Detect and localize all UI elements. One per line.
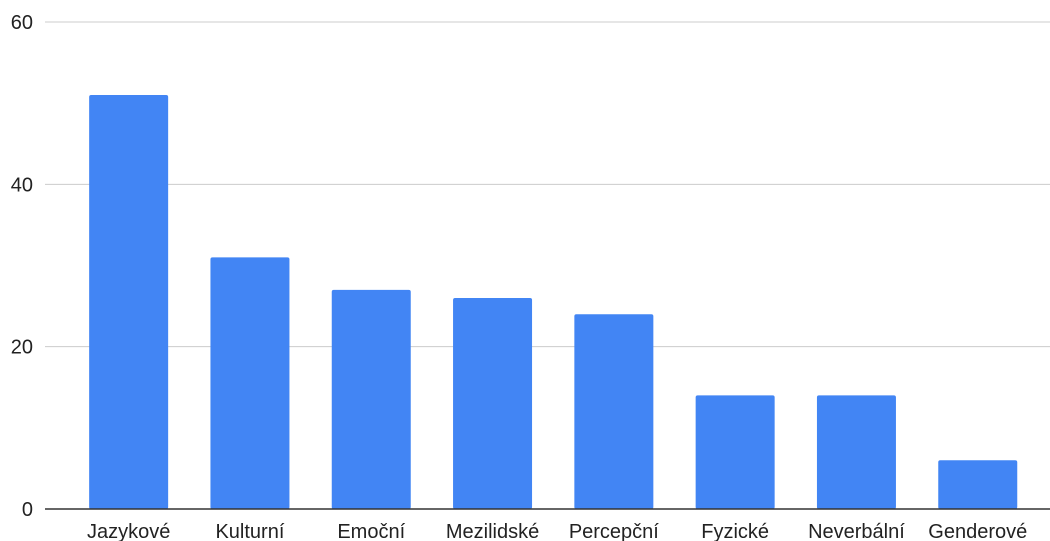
bar xyxy=(453,297,533,509)
gridlines xyxy=(45,21,1050,348)
bar xyxy=(89,95,169,510)
y-tick-label: 40 xyxy=(11,174,33,196)
bar xyxy=(574,314,654,509)
x-axis-ticks: Jazykové Kulturní Emoční Mezilidské Percepčn… xyxy=(87,521,1027,541)
x-tick-label: Mezilidské xyxy=(446,521,539,541)
x-tick-label: Genderové xyxy=(928,521,1027,541)
y-tick-label: 60 xyxy=(11,12,33,34)
bar xyxy=(816,395,896,509)
x-tick-label: Kulturní xyxy=(215,521,284,541)
x-tick-label: Fyzické xyxy=(701,521,769,541)
bar xyxy=(938,460,1018,509)
x-tick-label: Percepční xyxy=(569,521,659,541)
bar xyxy=(331,289,411,509)
y-tick-label: 0 xyxy=(22,499,33,521)
x-tick-label: Jazykové xyxy=(87,521,170,541)
bars xyxy=(89,95,1018,510)
x-tick-label: Neverbální xyxy=(808,521,905,541)
bar xyxy=(695,395,775,509)
x-tick-label: Emoční xyxy=(337,521,405,541)
bar xyxy=(210,257,290,509)
y-tick-label: 20 xyxy=(11,337,33,359)
y-axis-ticks: 0 20 40 60 xyxy=(11,12,33,521)
